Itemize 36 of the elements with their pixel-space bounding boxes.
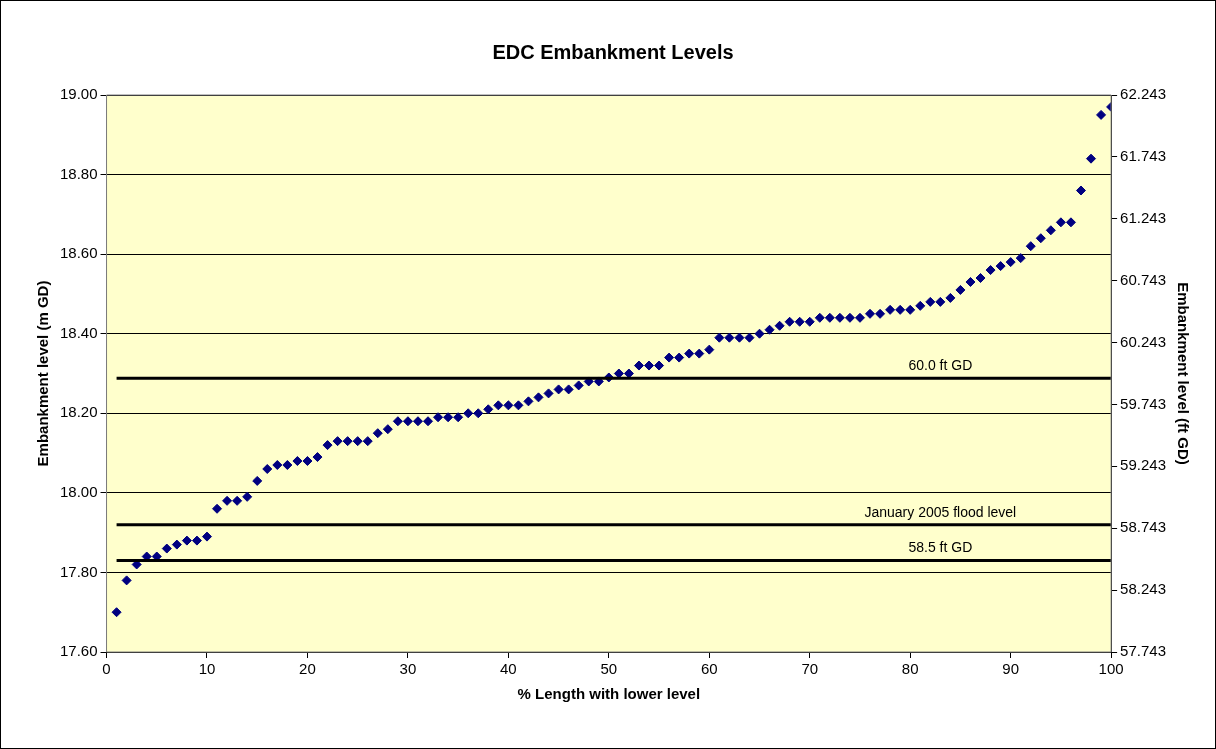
ref-line-label: 58.5 ft GD	[908, 539, 973, 556]
y2-tick-label: 61.743	[1120, 147, 1167, 165]
x-tick-label: 30	[399, 660, 417, 678]
x-tick-label: 0	[102, 660, 111, 678]
y-axis-title: Embankment level (m GD)	[34, 280, 52, 467]
y-tick-label: 18.00	[59, 483, 98, 500]
y2-tick-label: 60.743	[1120, 270, 1167, 288]
x-tick-label: 80	[901, 660, 919, 678]
y-tick-label: 18.80	[59, 164, 98, 182]
x-tick-label: 90	[1002, 660, 1020, 678]
y2-tick-label: 59.243	[1120, 456, 1167, 474]
y2-tick-label: 57.743	[1120, 642, 1167, 660]
x-tick-label: 70	[801, 660, 819, 678]
y-tick-label: 18.20	[59, 403, 98, 421]
x-tick-label: 50	[600, 660, 618, 678]
y2-tick-label: 61.243	[1120, 208, 1167, 226]
y-tick-label: 17.60	[59, 642, 98, 660]
chart-title: EDC Embankment Levels	[492, 40, 734, 63]
y-tick-label: 18.60	[59, 244, 98, 262]
y-tick-label: 17.80	[59, 562, 98, 580]
ref-line-label: 60.0 ft GD	[908, 357, 973, 374]
y2-tick-label: 58.243	[1120, 580, 1167, 598]
y-tick-label: 19.00	[59, 85, 98, 103]
x-tick-label: 20	[299, 660, 316, 678]
y2-axis-title: Embankment level (ft GD)	[1174, 282, 1192, 465]
y2-tick-label: 58.743	[1120, 518, 1167, 536]
y2-tick-label: 59.743	[1120, 394, 1167, 412]
x-tick-label: 10	[198, 660, 216, 678]
y2-tick-label: 62.243	[1120, 85, 1167, 103]
y2-tick-label: 60.243	[1120, 332, 1167, 350]
ref-line-label: January 2005 flood level	[864, 503, 1017, 520]
x-tick-label: 40	[500, 660, 517, 678]
x-tick-label: 60	[700, 660, 718, 678]
x-axis-title: % Length with lower level	[517, 685, 701, 703]
x-tick-label: 100	[1098, 660, 1124, 678]
y-tick-label: 18.40	[59, 323, 98, 341]
